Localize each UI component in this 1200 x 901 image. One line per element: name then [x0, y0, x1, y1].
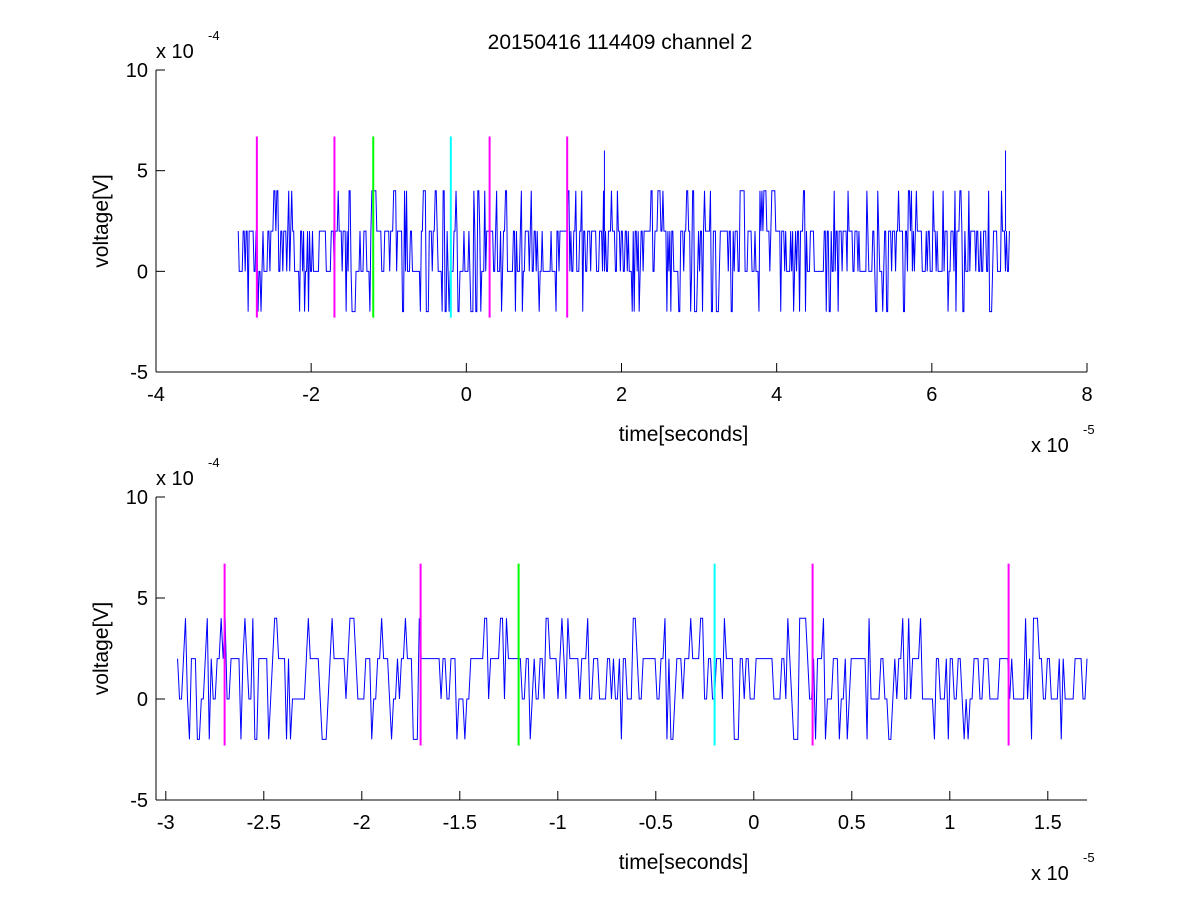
x-tick-label: -3 — [157, 812, 175, 834]
x-exponent-power: -5 — [1083, 422, 1095, 437]
y-tick-label: -5 — [130, 790, 148, 812]
x-exponent-label: x 10 — [1031, 863, 1069, 885]
y-tick-label: 0 — [137, 261, 148, 283]
x-tick-label: 1 — [944, 812, 955, 834]
x-tick-label: 6 — [926, 384, 937, 406]
figure-title: 20150416 114409 channel 2 — [488, 31, 753, 54]
signal-trace — [237, 190, 1010, 313]
x-tick-label: 2 — [616, 384, 627, 406]
y-axis-label: voltage[V] — [90, 174, 113, 267]
y-exponent-power: -4 — [208, 455, 220, 470]
x-tick-label: -2.5 — [247, 812, 281, 834]
bottom-axes: -3 -2.5 -2 -1.5 -1 -0.5 0 0.5 1 1.5 -5 0 5 10 time[sec… — [90, 455, 1095, 885]
y-tick-label: -5 — [130, 362, 148, 384]
y-tick-label: 0 — [137, 689, 148, 711]
x-exponent-label: x 10 — [1031, 435, 1069, 457]
x-axis-label: time[seconds] — [619, 423, 749, 446]
x-tick-label: 0 — [748, 812, 759, 834]
y-tick-label: 10 — [126, 487, 148, 509]
x-tick-label: -1 — [549, 812, 567, 834]
y-axis-label: voltage[V] — [90, 602, 113, 695]
y-exponent-power: -4 — [208, 28, 220, 43]
x-tick-label: 8 — [1081, 384, 1092, 406]
x-axis-label: time[seconds] — [619, 851, 749, 874]
y-exponent-label: x 10 — [156, 468, 194, 490]
x-tick-label: 1.5 — [1034, 812, 1062, 834]
x-exponent-power: -5 — [1083, 850, 1095, 865]
x-tick-label: 0.5 — [838, 812, 866, 834]
signal-trace — [177, 617, 1088, 740]
y-tick-label: 10 — [126, 60, 148, 82]
x-tick-label: -2 — [302, 384, 320, 406]
x-tick-label: 0 — [461, 384, 472, 406]
x-tick-label: -2 — [353, 812, 371, 834]
y-exponent-label: x 10 — [156, 41, 194, 63]
x-tick-label: -0.5 — [639, 812, 673, 834]
x-tick-label: -4 — [147, 384, 165, 406]
y-tick-label: 5 — [137, 588, 148, 610]
x-tick-label: 4 — [771, 384, 782, 406]
top-axes: -4 -2 0 2 4 6 8 -5 0 5 10 time[seconds] voltage[V] x … — [90, 28, 1095, 457]
x-tick-label: -1.5 — [443, 812, 477, 834]
y-tick-label: 5 — [137, 161, 148, 183]
